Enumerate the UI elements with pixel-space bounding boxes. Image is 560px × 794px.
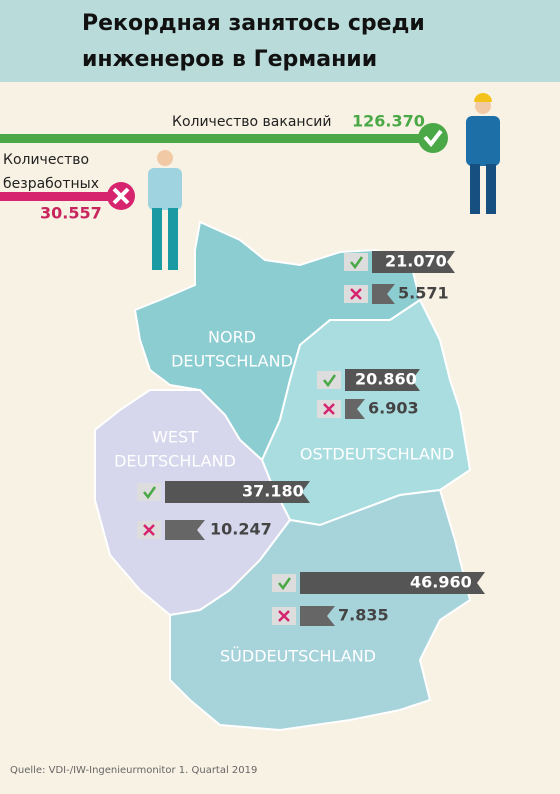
x-mark <box>143 524 155 536</box>
region-name: DEUTSCHLAND <box>171 352 293 371</box>
x-mark <box>323 403 335 415</box>
vacancies-label: Количество вакансий <box>172 114 331 130</box>
vacancies-bar <box>0 134 425 143</box>
source: Quelle: VDI-/IW-Ingenieurmonitor 1. Quar… <box>10 765 257 776</box>
person-engineer <box>466 93 500 214</box>
check-mark <box>278 577 292 591</box>
unemployed-ribbon <box>372 284 395 304</box>
unemployed-label: Количество <box>3 152 89 168</box>
unemployed-label: безработных <box>3 176 99 192</box>
title-line: инженеров в Германии <box>82 47 377 72</box>
unemployed-value: 30.557 <box>40 204 102 223</box>
check-mark <box>143 486 157 500</box>
check-box <box>317 371 341 389</box>
header-band <box>0 0 560 82</box>
unemployed-ribbon <box>345 399 365 419</box>
check-box <box>344 253 368 271</box>
region-name: OSTDEUTSCHLAND <box>300 445 454 464</box>
vacancy-ribbon <box>165 481 310 503</box>
vacancies-value: 126.370 <box>352 112 425 131</box>
vacancy-ribbon <box>345 369 420 391</box>
unemployed-ribbon <box>300 606 335 626</box>
region-name: WEST <box>152 428 198 447</box>
check-box <box>272 574 296 592</box>
vacancy-ribbon <box>372 251 455 273</box>
check-mark <box>350 256 364 270</box>
region-name: SÜDDEUTSCHLAND <box>220 647 376 666</box>
vacancies-value: 37.180 <box>242 482 304 501</box>
x-mark <box>112 187 130 205</box>
unemployed-bar <box>0 192 115 201</box>
unemployed-value: 7.835 <box>338 606 389 625</box>
x-mark <box>350 288 362 300</box>
x-mark <box>278 610 290 622</box>
unemployed-value: 10.247 <box>210 520 272 539</box>
vacancies-value: 20.860 <box>355 370 417 389</box>
unemployed-ribbon <box>165 520 205 540</box>
check-icon <box>418 123 448 153</box>
check-mark <box>423 129 443 148</box>
check-box <box>137 483 161 501</box>
check-mark <box>323 374 337 388</box>
region-name: NORD <box>208 328 256 347</box>
vacancy-ribbon <box>300 572 485 594</box>
title-line: Рекордная занятось среди <box>82 11 425 36</box>
vacancies-value: 21.070 <box>385 252 447 271</box>
unemployed-value: 5.571 <box>398 284 449 303</box>
region-name: DEUTSCHLAND <box>114 452 236 471</box>
unemployed-value: 6.903 <box>368 399 419 418</box>
person-unemployed <box>148 150 182 270</box>
vacancies-value: 46.960 <box>410 573 472 592</box>
